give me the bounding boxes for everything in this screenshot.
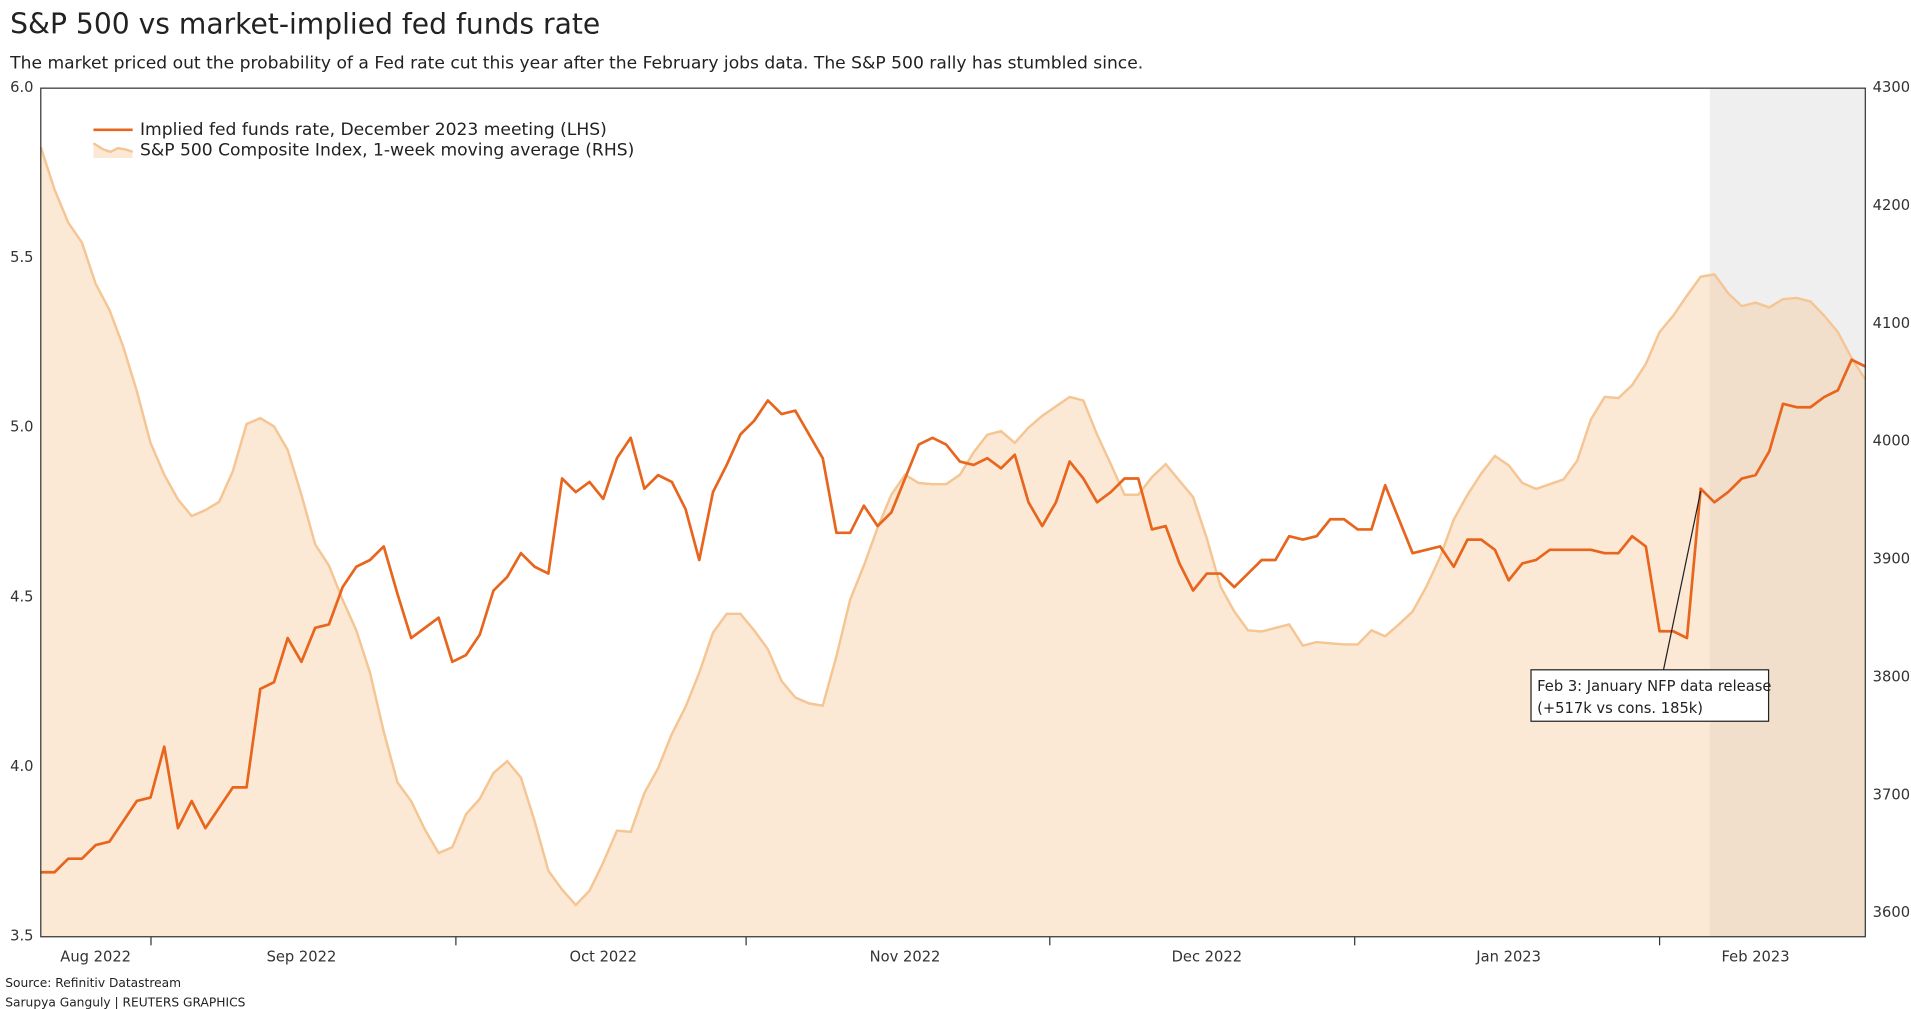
y2-tick-label: 4100	[1873, 315, 1910, 332]
y2-tick-label: 3800	[1873, 668, 1910, 685]
y2-tick-label: 4000	[1873, 433, 1910, 450]
x-tick-label: Sep 2022	[267, 949, 337, 966]
x-tick-label: Feb 2023	[1722, 949, 1790, 966]
y-tick-label: 5.5	[10, 249, 33, 266]
y-tick-label: 5.0	[10, 419, 33, 436]
annotation-text: Feb 3: January NFP data release	[1537, 678, 1771, 695]
y-tick-label: 6.0	[10, 79, 33, 96]
x-tick-label: Jan 2023	[1475, 949, 1541, 966]
legend-label: S&P 500 Composite Index, 1-week moving a…	[140, 141, 634, 161]
annotation-box	[1530, 669, 1770, 722]
y2-tick-label: 4300	[1873, 79, 1910, 96]
chart-title: S&P 500 vs market-implied fed funds rate	[10, 8, 600, 41]
legend-label: Implied fed funds rate, December 2023 me…	[140, 120, 607, 140]
x-tick-label: Oct 2022	[570, 949, 637, 966]
x-tick-label: Dec 2022	[1172, 949, 1242, 966]
annotation-text: (+517k vs cons. 185k)	[1537, 700, 1703, 717]
x-tick-label: Aug 2022	[60, 949, 131, 966]
credit: Sarupya Ganguly | REUTERS GRAPHICS	[5, 995, 245, 1009]
legend: Implied fed funds rate, December 2023 me…	[92, 120, 634, 161]
y2-tick-label: 4200	[1873, 197, 1910, 214]
data-line	[40, 358, 1866, 874]
y2-tick-label: 3600	[1873, 904, 1910, 921]
y2-tick-label: 3700	[1873, 786, 1910, 803]
area-line	[39, 146, 1867, 907]
y-tick-label: 4.0	[10, 758, 33, 775]
y2-tick-label: 3900	[1873, 551, 1910, 568]
y-tick-label: 3.5	[10, 928, 33, 945]
legend-swatch-line	[92, 142, 134, 154]
annotation-leader	[1662, 491, 1702, 672]
highlight-band	[1709, 88, 1866, 937]
x-tick-label: Nov 2022	[870, 949, 941, 966]
chart-subtitle: The market priced out the probability of…	[9, 54, 1143, 74]
source: Source: Refinitiv Datastream	[5, 976, 181, 990]
y-tick-label: 4.5	[10, 588, 33, 605]
area-fill	[40, 147, 1866, 937]
plot-frame	[40, 87, 1866, 938]
